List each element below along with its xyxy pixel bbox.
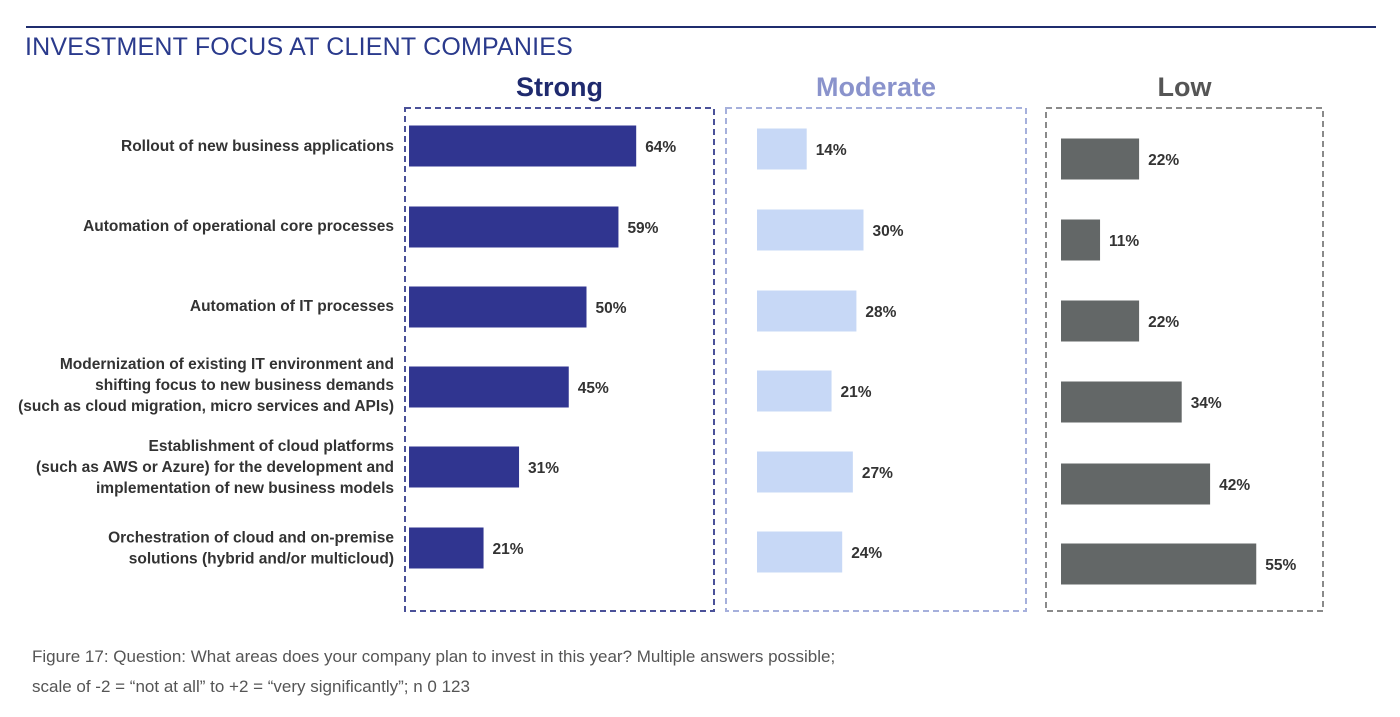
category-label-2: Automation of operational core processes bbox=[83, 218, 394, 235]
chart-title: INVESTMENT FOCUS AT CLIENT COMPANIES bbox=[25, 33, 574, 61]
bar-strong-6 bbox=[409, 527, 484, 569]
data-label-moderate-3: 28% bbox=[865, 304, 896, 321]
category-label-1: Rollout of new business applications bbox=[121, 138, 394, 155]
data-label-moderate-6: 24% bbox=[851, 545, 882, 562]
data-label-strong-3: 50% bbox=[596, 300, 627, 317]
caption-line-2: scale of -2 = “not at all” to +2 = “very… bbox=[32, 677, 470, 696]
top-rule bbox=[26, 26, 1376, 28]
data-label-low-2: 11% bbox=[1109, 233, 1139, 250]
category-label-3: Automation of IT processes bbox=[190, 298, 394, 315]
category-label-5-line-3: implementation of new business models bbox=[96, 480, 394, 497]
bar-strong-2 bbox=[409, 206, 619, 248]
category-label-5-line-2: (such as AWS or Azure) for the developme… bbox=[36, 459, 394, 476]
bar-low-1 bbox=[1061, 138, 1140, 180]
panel-low-frame bbox=[1045, 107, 1324, 612]
category-label-4-line-1: Modernization of existing IT environment… bbox=[60, 356, 394, 373]
panel-strong-header: Strong bbox=[516, 72, 603, 102]
figure-caption: Figure 17: Question: What areas does you… bbox=[32, 642, 835, 702]
panel-moderate-header: Moderate bbox=[816, 72, 936, 102]
panel-moderate-frame bbox=[725, 107, 1027, 612]
data-label-low-5: 42% bbox=[1219, 477, 1250, 494]
data-label-low-1: 22% bbox=[1148, 152, 1179, 169]
bar-strong-4 bbox=[409, 366, 569, 408]
bar-low-2 bbox=[1061, 219, 1101, 261]
category-label-6-line-2: solutions (hybrid and/or multicloud) bbox=[129, 551, 394, 568]
caption-line-1: Figure 17: Question: What areas does you… bbox=[32, 647, 836, 666]
bar-moderate-2 bbox=[757, 209, 864, 251]
data-label-moderate-1: 14% bbox=[816, 142, 847, 159]
data-label-strong-2: 59% bbox=[627, 220, 658, 237]
panel-low-header: Low bbox=[1158, 72, 1213, 102]
data-label-moderate-5: 27% bbox=[862, 465, 893, 482]
bar-strong-1 bbox=[409, 125, 637, 167]
bar-strong-5 bbox=[409, 446, 520, 488]
data-label-strong-5: 31% bbox=[528, 460, 559, 477]
data-label-low-6: 55% bbox=[1265, 557, 1296, 574]
bar-low-3 bbox=[1061, 300, 1140, 342]
bar-moderate-1 bbox=[757, 128, 807, 170]
data-label-moderate-4: 21% bbox=[841, 384, 872, 401]
data-label-low-3: 22% bbox=[1148, 314, 1179, 331]
category-label-4-line-2: shifting focus to new business demands bbox=[95, 377, 394, 394]
data-label-strong-1: 64% bbox=[645, 139, 676, 156]
bar-low-4 bbox=[1061, 381, 1182, 423]
bar-chart: Strong 64% 59% 50% 45% 31% 21% Moderate 14% 30% 28… bbox=[18, 72, 1324, 612]
bar-low-6 bbox=[1061, 543, 1257, 585]
bar-strong-3 bbox=[409, 286, 587, 328]
category-label-4-line-3: (such as cloud migration, micro services… bbox=[18, 398, 394, 415]
data-label-strong-6: 21% bbox=[493, 541, 524, 558]
bar-moderate-3 bbox=[757, 290, 857, 332]
bar-moderate-6 bbox=[757, 531, 843, 573]
category-label-6-line-1: Orchestration of cloud and on-premise bbox=[108, 530, 394, 547]
data-label-strong-4: 45% bbox=[578, 380, 609, 397]
bar-moderate-4 bbox=[757, 370, 832, 412]
panel-strong-frame bbox=[404, 107, 715, 612]
data-label-low-4: 34% bbox=[1191, 395, 1222, 412]
data-label-moderate-2: 30% bbox=[873, 223, 904, 240]
bar-moderate-5 bbox=[757, 451, 853, 493]
bar-low-5 bbox=[1061, 463, 1211, 505]
category-label-5-line-1: Establishment of cloud platforms bbox=[149, 438, 394, 455]
